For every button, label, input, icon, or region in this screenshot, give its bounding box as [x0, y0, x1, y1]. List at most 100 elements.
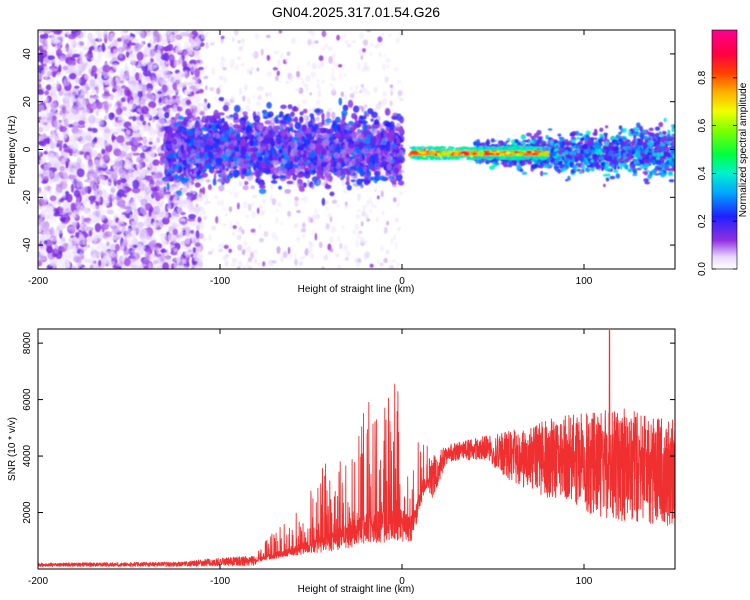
spectrogram-cell [76, 150, 80, 159]
spectrogram-cell [386, 220, 390, 226]
spectrogram-cell [375, 216, 379, 223]
spectrogram-cell [62, 192, 66, 198]
spectrogram-cell [162, 52, 170, 62]
spectrogram-cell [236, 234, 242, 241]
spectrogram-cell [45, 84, 52, 91]
spectrogram-cell [167, 35, 174, 42]
spectrogram-cell [332, 60, 336, 67]
spectrogram-cell [358, 32, 365, 40]
spectrogram-cell [335, 253, 340, 258]
spectrogram-cell [132, 179, 140, 189]
spectrogram-cell [125, 228, 133, 238]
spectrogram-cell [119, 234, 126, 240]
spectrogram-cell [302, 194, 308, 203]
spectrogram-cell [262, 197, 266, 205]
spectrogram-cell [329, 248, 334, 253]
spectrogram-cell [121, 73, 128, 81]
spectrogram-cell [397, 89, 403, 97]
spectrogram-cell [83, 233, 89, 238]
spectrogram-cell [50, 30, 58, 33]
spectrogram-cell [58, 142, 63, 152]
spectrogram-cell [277, 59, 281, 67]
spectrogram-cell [93, 159, 101, 167]
spectrogram-cell [39, 159, 46, 164]
spectrogram-cell [123, 201, 130, 207]
spectrogram-cell [258, 237, 265, 243]
spectrogram-cell [193, 264, 200, 269]
spectrogram-cell [355, 239, 359, 248]
spectrogram-cell [325, 182, 329, 189]
spectrogram-cell [67, 174, 74, 180]
spectrogram-cell [218, 248, 224, 253]
spectrogram-cell [355, 85, 359, 90]
spectrogram-cell [254, 33, 260, 40]
spectrogram-cell [41, 79, 45, 86]
spectrogram-cell [45, 108, 49, 117]
spectrogram-cell [195, 210, 199, 218]
spectrogram-cell [65, 193, 73, 203]
spectrogram-cell [116, 37, 122, 42]
spectrogram-cell [200, 32, 206, 40]
spectrogram-cell [127, 182, 134, 187]
spectrogram-cell [169, 242, 175, 251]
spectrogram-cell [220, 61, 225, 68]
spectrogram-cell [228, 221, 233, 230]
spectrogram-cell [87, 61, 93, 69]
spectrogram-cell [150, 254, 157, 258]
spectrogram-cell [116, 118, 125, 126]
spectrogram-cell [68, 226, 76, 232]
spectrogram-cell [335, 204, 340, 208]
spectrogram-cell [396, 201, 400, 208]
spectrogram-cell [68, 230, 76, 235]
spectrogram-cell [54, 111, 59, 116]
spectrogram-cell [122, 238, 128, 248]
spectrogram-cell [389, 84, 394, 88]
spectrogram-cell [129, 168, 134, 177]
spectrogram-cell [151, 129, 156, 138]
spectrogram-cell [43, 145, 49, 152]
spectrogram-cell [336, 34, 341, 41]
spectrogram-cell [162, 70, 172, 79]
spectrogram-cell [344, 40, 349, 45]
spectrogram-cell [256, 207, 260, 214]
spectrogram-cell [214, 96, 218, 101]
spectrogram-cell [118, 198, 124, 208]
spectrogram-cell [67, 33, 77, 40]
spectrogram-cell [247, 203, 252, 212]
spectrogram-cell [357, 258, 362, 263]
spectrogram-cell [69, 250, 75, 260]
spectrogram-cell [42, 38, 48, 47]
spectrogram-cell [155, 69, 163, 78]
spectrogram-cell [358, 230, 363, 234]
spectrogram-cell [398, 30, 404, 37]
spectrogram-cell [134, 210, 139, 217]
spectrogram-cell [43, 30, 51, 35]
spectrogram-cell [275, 208, 279, 212]
spectrogram-cell [199, 110, 206, 117]
spectrogram-cell [273, 50, 279, 55]
spectrogram-cell [159, 59, 168, 69]
spectrogram-cell [154, 141, 158, 147]
spectrogram-cell [63, 148, 72, 153]
spectrogram-cell [301, 77, 304, 84]
spectrogram-cell [374, 44, 378, 49]
spectrogram-cell [136, 64, 141, 69]
spectrogram-cell [142, 120, 147, 126]
spectrogram-cell [352, 172, 357, 177]
spectrogram-cell [142, 136, 148, 145]
spectrogram-cell [271, 198, 277, 206]
spectrogram-cell [221, 223, 227, 227]
spectrogram-cell [329, 82, 334, 87]
spectrogram-cell [155, 76, 162, 84]
spectrogram-cell [351, 40, 357, 44]
spectrogram-cell [201, 172, 208, 178]
spectrogram-cell [76, 197, 80, 206]
spectrogram-cell [180, 221, 185, 224]
spectrogram-cell [145, 253, 150, 263]
spectrogram-cell [277, 202, 282, 208]
spectrogram-cell [331, 54, 336, 59]
spectrogram-cell [75, 114, 84, 122]
spectrogram-cell [170, 183, 177, 188]
spectrogram-cell [378, 101, 382, 105]
spectrogram-cell [234, 63, 239, 71]
